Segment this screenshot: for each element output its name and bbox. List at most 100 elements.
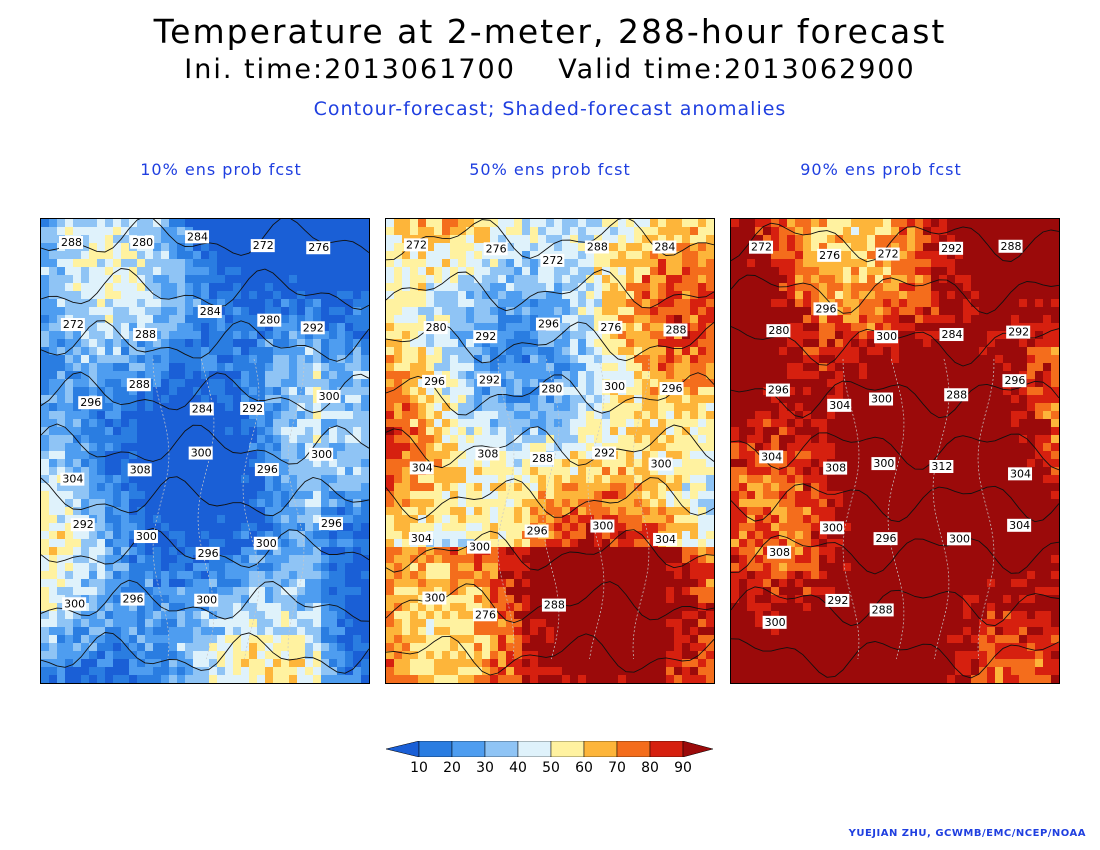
contour-label: 300	[188, 446, 213, 460]
contour-label: 296	[535, 317, 560, 331]
contour-label: 288	[869, 603, 894, 617]
contour-label: 280	[539, 382, 564, 396]
svg-text:272: 272	[63, 318, 84, 331]
contour-label: 292	[939, 241, 964, 255]
colorbar-segment	[649, 741, 684, 757]
map-canvas-90: 272 276 272 292 288 280 296 300 284 292 296 304 300 2…	[731, 219, 1059, 683]
svg-text:296: 296	[198, 547, 219, 560]
panel-title-50: 50% ens prob fcst	[469, 160, 631, 179]
colorbar-segment	[418, 741, 453, 757]
credit-text: YUEJIAN ZHU, GCWMB/EMC/NCEP/NOAA	[848, 828, 1086, 839]
svg-text:296: 296	[123, 593, 144, 606]
contour-label: 292	[1006, 325, 1031, 339]
colorbar-segment	[517, 741, 552, 757]
svg-text:292: 292	[242, 402, 263, 415]
time-subtitle: Ini. time:2013061700 Valid time:20130629…	[184, 54, 916, 85]
svg-text:292: 292	[479, 374, 500, 387]
contour-label: 304	[409, 461, 434, 475]
contour-label: 284	[189, 402, 214, 416]
contour-label: 300	[62, 597, 87, 611]
svg-text:284: 284	[187, 230, 208, 243]
contour-label: 280	[130, 235, 155, 249]
colorbar-segment	[484, 741, 519, 757]
contour-label: 312	[929, 460, 954, 474]
map-panel-50: 272 276 272 288 284 280 292 296 276 288 296 292 280 3…	[385, 218, 715, 684]
svg-text:276: 276	[600, 321, 621, 334]
contour-line	[41, 268, 369, 310]
contour-label: 300	[762, 615, 787, 629]
contour-line	[386, 269, 714, 312]
contour-label: 300	[947, 532, 972, 546]
contour-line	[731, 380, 1059, 419]
contour-label: 300	[871, 457, 896, 471]
contour-label: 300	[602, 380, 627, 394]
svg-text:276: 276	[486, 242, 507, 255]
political-boundary	[197, 358, 215, 660]
contour-label: 296	[659, 382, 684, 396]
svg-text:296: 296	[257, 463, 278, 476]
svg-text:296: 296	[538, 318, 559, 331]
contour-line	[731, 274, 1059, 315]
colorbar-tick-label: 10	[410, 760, 428, 776]
svg-text:272: 272	[253, 239, 274, 252]
contour-label: 304	[1008, 467, 1033, 481]
contour-label: 284	[197, 305, 222, 319]
political-boundary	[932, 358, 950, 660]
svg-text:304: 304	[62, 473, 83, 486]
svg-text:308: 308	[130, 463, 151, 476]
contour-label: 272	[875, 247, 900, 261]
contour-label: 280	[423, 321, 448, 335]
description: Contour-forecast; Shaded-forecast anomal…	[313, 98, 787, 120]
political-boundary	[497, 358, 515, 660]
colorbar-tick-label: 30	[476, 760, 494, 776]
contour-label: 284	[185, 230, 210, 244]
contour-label: 288	[530, 451, 555, 465]
contour-label: 288	[59, 236, 84, 250]
contour-label: 308	[475, 447, 500, 461]
contour-label: 292	[240, 401, 265, 415]
svg-text:272: 272	[542, 254, 563, 267]
contour-label: 296	[1002, 374, 1027, 388]
contour-label: 296	[120, 592, 145, 606]
contour-label: 308	[823, 461, 848, 475]
contour-label: 288	[584, 240, 609, 254]
contour-label: 300	[133, 530, 158, 544]
svg-text:288: 288	[587, 240, 608, 253]
contour-label: 284	[652, 240, 677, 254]
contour-label: 288	[541, 598, 566, 612]
contour-label: 292	[825, 593, 850, 607]
svg-text:272: 272	[406, 238, 427, 251]
colorbar-segment	[682, 741, 714, 757]
contour-label: 284	[939, 328, 964, 342]
contour-label: 292	[477, 373, 502, 387]
colorbar-tick-label: 60	[575, 760, 593, 776]
contour-label: 276	[306, 241, 331, 255]
map-canvas-50: 272 276 272 288 284 280 292 296 276 288 296 292 280 3…	[386, 219, 714, 683]
contour-line	[731, 586, 1059, 627]
svg-text:280: 280	[132, 236, 153, 249]
contour-label: 288	[998, 239, 1023, 253]
svg-text:292: 292	[73, 518, 94, 531]
contour-label: 296	[873, 532, 898, 546]
contour-line	[41, 219, 369, 256]
colorbar-segment	[583, 741, 618, 757]
contour-label: 292	[473, 330, 498, 344]
colorbar-tick-label: 90	[674, 760, 692, 776]
contour-line	[731, 638, 1059, 679]
svg-text:300: 300	[319, 390, 340, 403]
contour-label: 300	[466, 540, 491, 554]
contour-line	[41, 371, 369, 414]
svg-text:292: 292	[303, 321, 324, 334]
contour-label: 304	[827, 398, 852, 412]
svg-text:300: 300	[136, 530, 157, 543]
contour-label: 296	[318, 517, 343, 531]
contour-label: 300	[422, 591, 447, 605]
contour-label: 280	[766, 324, 791, 338]
contour-label: 296	[765, 383, 790, 397]
contour-label: 288	[663, 323, 688, 337]
contour-label: 296	[524, 524, 549, 538]
contour-label: 300	[253, 536, 278, 550]
contour-line	[386, 633, 714, 676]
contour-line	[41, 579, 369, 622]
svg-text:296: 296	[321, 517, 342, 530]
